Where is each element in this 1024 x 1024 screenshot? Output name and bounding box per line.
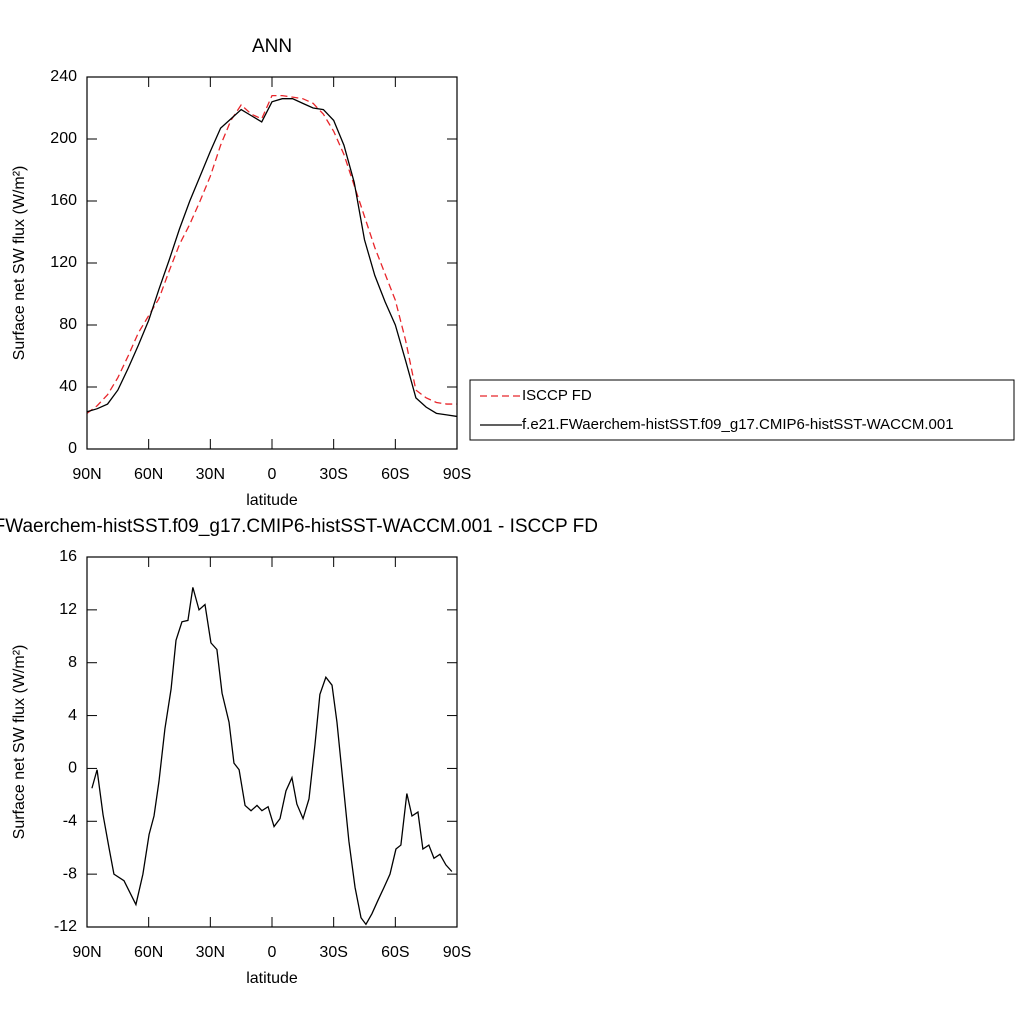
x-tick-label: 60N <box>134 944 163 961</box>
x-tick-label: 90S <box>443 466 471 483</box>
x-tick-label: 0 <box>268 944 277 961</box>
x-tick-label: 60S <box>381 944 409 961</box>
y-tick-label: 120 <box>50 254 77 271</box>
legend-label: ISCCP FD <box>522 387 592 404</box>
data-line <box>86 94 457 414</box>
plot-frame <box>86 556 458 928</box>
x-tick-label: 30S <box>319 466 347 483</box>
y-tick-label: 40 <box>59 378 77 395</box>
y-tick-label: 160 <box>50 192 77 209</box>
chart-title: f.e21.FWaerchem-histSST.f09_g17.CMIP6-hi… <box>0 516 598 537</box>
y-tick-label: 240 <box>50 68 77 85</box>
x-tick-label: 0 <box>268 466 277 483</box>
legend-label: f.e21.FWaerchem-histSST.f09_g17.CMIP6-hi… <box>522 416 954 433</box>
y-tick-label: 16 <box>59 548 77 565</box>
y-tick-label: 0 <box>68 440 77 457</box>
data-line <box>91 587 453 926</box>
x-tick-label: 30N <box>196 944 225 961</box>
y-axis-label: Surface net SW flux (W/m²) <box>11 166 28 361</box>
plot-frame <box>86 76 458 450</box>
x-tick-label: 30N <box>196 466 225 483</box>
data-line <box>86 98 458 418</box>
y-tick-label: 8 <box>68 654 77 671</box>
y-tick-label: 0 <box>68 760 77 777</box>
y-tick-label: 12 <box>59 601 77 618</box>
y-tick-label: -4 <box>63 813 77 830</box>
y-axis-label: Surface net SW flux (W/m²) <box>11 645 28 840</box>
y-tick-label: 4 <box>68 707 77 724</box>
y-tick-label: -12 <box>54 918 77 935</box>
x-tick-label: 60S <box>381 466 409 483</box>
x-tick-label: 90N <box>72 466 101 483</box>
x-tick-label: 90S <box>443 944 471 961</box>
x-tick-label: 60N <box>134 466 163 483</box>
x-tick-label: 90N <box>72 944 101 961</box>
y-tick-label: -8 <box>63 865 77 882</box>
x-axis-label: latitude <box>246 492 298 509</box>
x-tick-label: 30S <box>319 944 347 961</box>
x-axis-label: latitude <box>246 970 298 987</box>
y-tick-label: 200 <box>50 130 77 147</box>
chart-title: ANN <box>252 36 292 57</box>
legend-box <box>469 379 1015 441</box>
y-tick-label: 80 <box>59 316 77 333</box>
